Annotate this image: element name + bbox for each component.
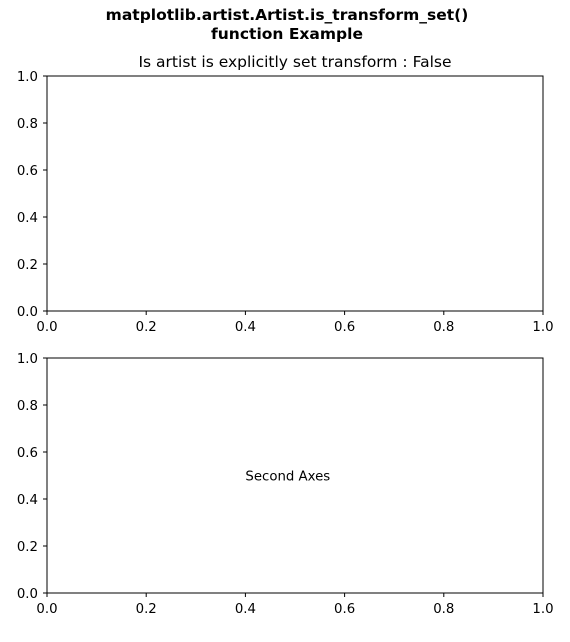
y-tick-label: 0.8 — [17, 117, 38, 132]
x-tick-label: 0.0 — [36, 320, 57, 335]
y-tick-label: 0.0 — [17, 305, 38, 320]
x-tick-label: 1.0 — [532, 602, 553, 617]
y-tick-label: 0.4 — [17, 493, 38, 508]
y-tick-label: 0.2 — [17, 258, 38, 273]
y-tick-label: 1.0 — [17, 70, 38, 85]
axes-title: Is artist is explicitly set transform : … — [138, 53, 451, 71]
x-tick-label: 0.6 — [334, 320, 355, 335]
y-tick-label: 0.0 — [17, 587, 38, 602]
figure-suptitle-line2: function Example — [211, 25, 363, 43]
axes-frame — [46, 357, 544, 594]
axes-frame — [46, 75, 544, 312]
y-tick-label: 0.4 — [17, 211, 38, 226]
x-tick-label: 0.0 — [36, 602, 57, 617]
x-tick-label: 0.4 — [235, 602, 256, 617]
x-tick-label: 0.4 — [235, 320, 256, 335]
x-tick-label: 0.2 — [136, 320, 157, 335]
x-tick-label: 0.2 — [136, 602, 157, 617]
figure-suptitle-line1: matplotlib.artist.Artist.is_transform_se… — [106, 6, 469, 24]
y-tick-label: 0.2 — [17, 540, 38, 555]
x-tick-label: 0.8 — [433, 320, 454, 335]
axes-top: Is artist is explicitly set transform : … — [17, 53, 554, 335]
y-tick-label: 1.0 — [17, 352, 38, 367]
y-tick-label: 0.6 — [17, 164, 38, 179]
axes-annotation: Second Axes — [245, 470, 330, 485]
y-tick-label: 0.8 — [17, 399, 38, 414]
x-tick-label: 1.0 — [532, 320, 553, 335]
x-tick-label: 0.6 — [334, 602, 355, 617]
axes-bottom: 0.0 0.2 0.4 0.6 0.8 1.0 0.0 0.2 0.4 0.6 0.8 1.0 Seco… — [17, 352, 554, 617]
y-tick-label: 0.6 — [17, 446, 38, 461]
x-tick-label: 0.8 — [433, 602, 454, 617]
